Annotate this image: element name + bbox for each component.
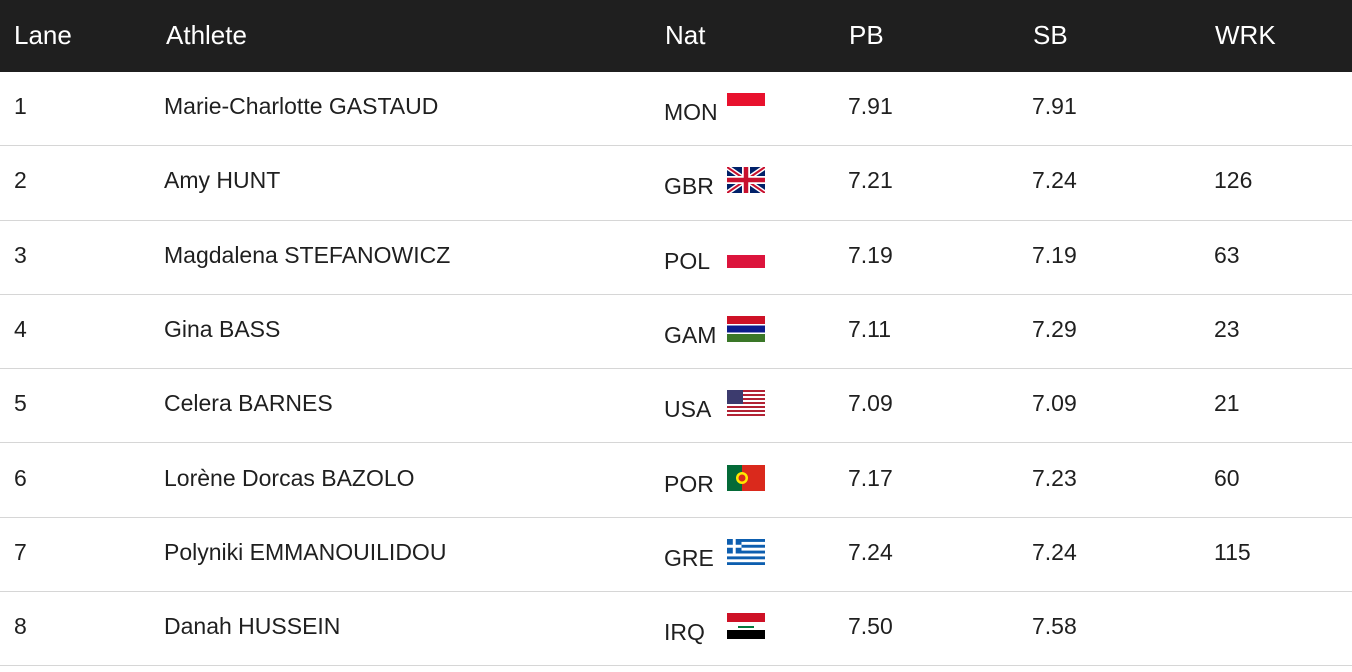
nat: POL bbox=[664, 247, 711, 274]
pb: 7.17 bbox=[848, 464, 893, 491]
sb: 7.91 bbox=[1032, 93, 1077, 119]
lane: 2 bbox=[14, 167, 27, 194]
sb: 7.24 bbox=[1032, 167, 1077, 194]
sb: 7.19 bbox=[1032, 241, 1077, 268]
header-wrk: WRK bbox=[1215, 20, 1276, 50]
header-nat: Nat bbox=[665, 20, 706, 50]
flag-icon bbox=[727, 93, 765, 119]
header-lane: Lane bbox=[14, 20, 72, 50]
pb: 7.09 bbox=[848, 390, 893, 417]
table-row: 8 Danah HUSSEIN IRQ 7.50 7.58 bbox=[0, 592, 1352, 667]
table-row: 4 Gina BASS GAM 7.11 7.29 23 bbox=[0, 295, 1352, 370]
athlete: Gina BASS bbox=[164, 315, 281, 342]
table-row: 3 Magdalena STEFANOWICZ POL 7.19 7.19 63 bbox=[0, 221, 1352, 295]
lane: 3 bbox=[14, 241, 27, 268]
wrk: 23 bbox=[1214, 315, 1240, 342]
header-sb: SB bbox=[1033, 20, 1068, 50]
athlete: Amy HUNT bbox=[164, 167, 281, 194]
lane: 4 bbox=[14, 315, 27, 342]
flag-icon bbox=[727, 464, 765, 491]
sb: 7.23 bbox=[1032, 464, 1077, 491]
sb: 7.58 bbox=[1032, 613, 1077, 640]
table-row: 6 Lorène Dorcas BAZOLO POR 7.17 7.23 60 bbox=[0, 444, 1352, 518]
pb: 7.11 bbox=[848, 315, 892, 342]
athlete: Celera BARNES bbox=[164, 390, 333, 417]
athlete: Marie-Charlotte GASTAUD bbox=[164, 93, 439, 119]
table-row: 7 Polyniki EMMANOUILIDOU GRE 7.24 7.24 115 bbox=[0, 518, 1352, 593]
wrk: 126 bbox=[1214, 167, 1253, 194]
table-row: 1 Marie-Charlotte GASTAUD MON 7.91 7.91 bbox=[0, 72, 1352, 147]
table-row: 2 Amy HUNT GBR 7.21 7.24 126 bbox=[0, 146, 1352, 221]
nat: GRE bbox=[664, 544, 714, 571]
sb: 7.09 bbox=[1032, 390, 1077, 417]
wrk: 21 bbox=[1214, 390, 1240, 417]
pb: 7.19 bbox=[848, 241, 893, 268]
lane: 1 bbox=[14, 93, 27, 119]
header-pb: PB bbox=[849, 20, 884, 50]
wrk: 60 bbox=[1214, 464, 1240, 491]
nat: USA bbox=[664, 396, 712, 423]
flag-icon bbox=[727, 390, 765, 417]
nat: MON bbox=[664, 99, 718, 125]
header-athlete: Athlete bbox=[166, 20, 247, 50]
wrk: 115 bbox=[1214, 538, 1251, 565]
athlete: Danah HUSSEIN bbox=[164, 613, 341, 640]
wrk: 63 bbox=[1214, 241, 1240, 268]
pb: 7.21 bbox=[848, 167, 893, 194]
sb: 7.29 bbox=[1032, 315, 1077, 342]
table-header: Lane Athlete Nat PB SB WRK bbox=[0, 0, 1352, 72]
pb: 7.24 bbox=[848, 538, 893, 565]
lane: 8 bbox=[14, 613, 27, 640]
flag-icon bbox=[727, 241, 765, 268]
table-row: 5 Celera BARNES USA 7.09 7.09 21 bbox=[0, 369, 1352, 444]
athlete: Magdalena STEFANOWICZ bbox=[164, 241, 451, 268]
nat: GAM bbox=[664, 321, 717, 348]
nat: POR bbox=[664, 470, 714, 497]
flag-icon bbox=[727, 613, 765, 640]
pb: 7.50 bbox=[848, 613, 893, 640]
athlete: Lorène Dorcas BAZOLO bbox=[164, 464, 415, 491]
lane: 6 bbox=[14, 464, 27, 491]
flag-icon bbox=[727, 538, 765, 565]
lane: 5 bbox=[14, 390, 27, 417]
pb: 7.91 bbox=[848, 93, 893, 119]
lane: 7 bbox=[14, 538, 27, 565]
nat: IRQ bbox=[664, 619, 705, 646]
nat: GBR bbox=[664, 173, 714, 200]
athlete: Polyniki EMMANOUILIDOU bbox=[164, 538, 447, 565]
flag-icon bbox=[727, 167, 765, 194]
flag-icon bbox=[727, 315, 765, 342]
sb: 7.24 bbox=[1032, 538, 1077, 565]
